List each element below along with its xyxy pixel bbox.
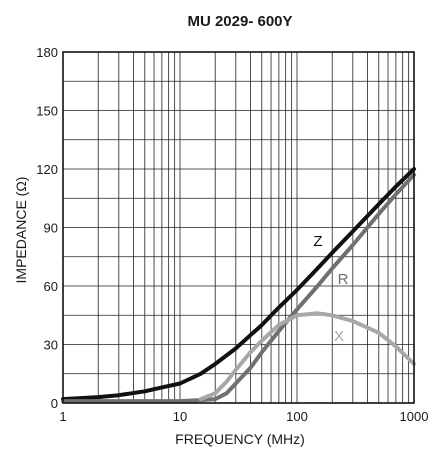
y-tick-label: 180 — [36, 45, 58, 60]
series-line-x — [198, 311, 416, 402]
series-labels: Z R X — [313, 233, 348, 345]
y-tick-label: 90 — [44, 221, 58, 236]
series-line-r — [61, 172, 416, 404]
y-tick-label: 120 — [36, 162, 58, 177]
x-tick-label: 1 — [59, 409, 66, 424]
series-label-x: X — [334, 328, 344, 345]
y-tick-label: 0 — [51, 396, 58, 411]
series-lines — [61, 167, 416, 404]
x-tick-label: 10 — [173, 409, 187, 424]
plot-frame — [62, 51, 415, 404]
grid — [63, 52, 414, 403]
axis-ticks: 0 30 60 90 120 150 180 1 10 100 1000 — [36, 45, 428, 424]
y-tick-label: 30 — [44, 338, 58, 353]
y-tick-label: 60 — [44, 279, 58, 294]
series-label-z: Z — [313, 233, 322, 250]
y-axis-label: IMPEDANCE (Ω) — [13, 177, 29, 284]
x-axis-label: FREQUENCY (MHz) — [175, 431, 305, 447]
x-tick-label: 100 — [286, 409, 308, 424]
y-tick-label: 150 — [36, 104, 58, 119]
chart-title: MU 2029- 600Y — [187, 13, 292, 30]
x-tick-label: 1000 — [400, 409, 428, 424]
series-label-r: R — [338, 271, 349, 288]
series-line-z — [61, 167, 416, 402]
